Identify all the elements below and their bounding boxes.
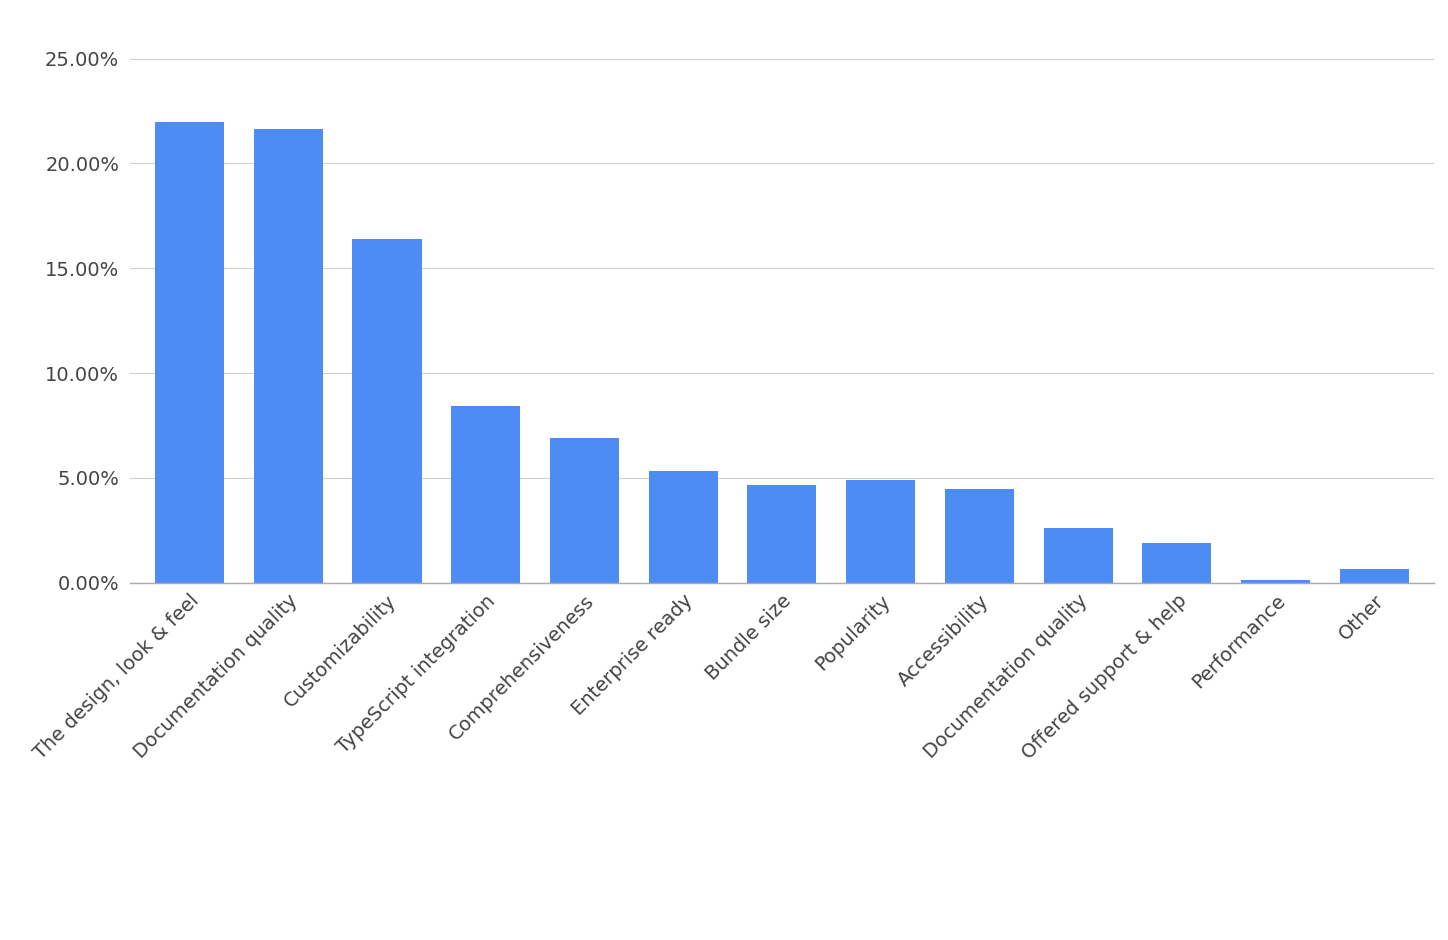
Bar <box>253 129 323 583</box>
Bar <box>946 490 1014 583</box>
Bar <box>1142 543 1212 583</box>
Bar <box>352 240 421 583</box>
Bar <box>1339 569 1409 583</box>
Bar <box>550 438 620 583</box>
Bar <box>1241 580 1310 583</box>
Bar <box>1044 528 1112 583</box>
Bar <box>747 485 817 583</box>
Bar <box>155 121 224 583</box>
Bar <box>452 406 520 583</box>
Bar <box>649 471 718 583</box>
Bar <box>846 479 915 583</box>
